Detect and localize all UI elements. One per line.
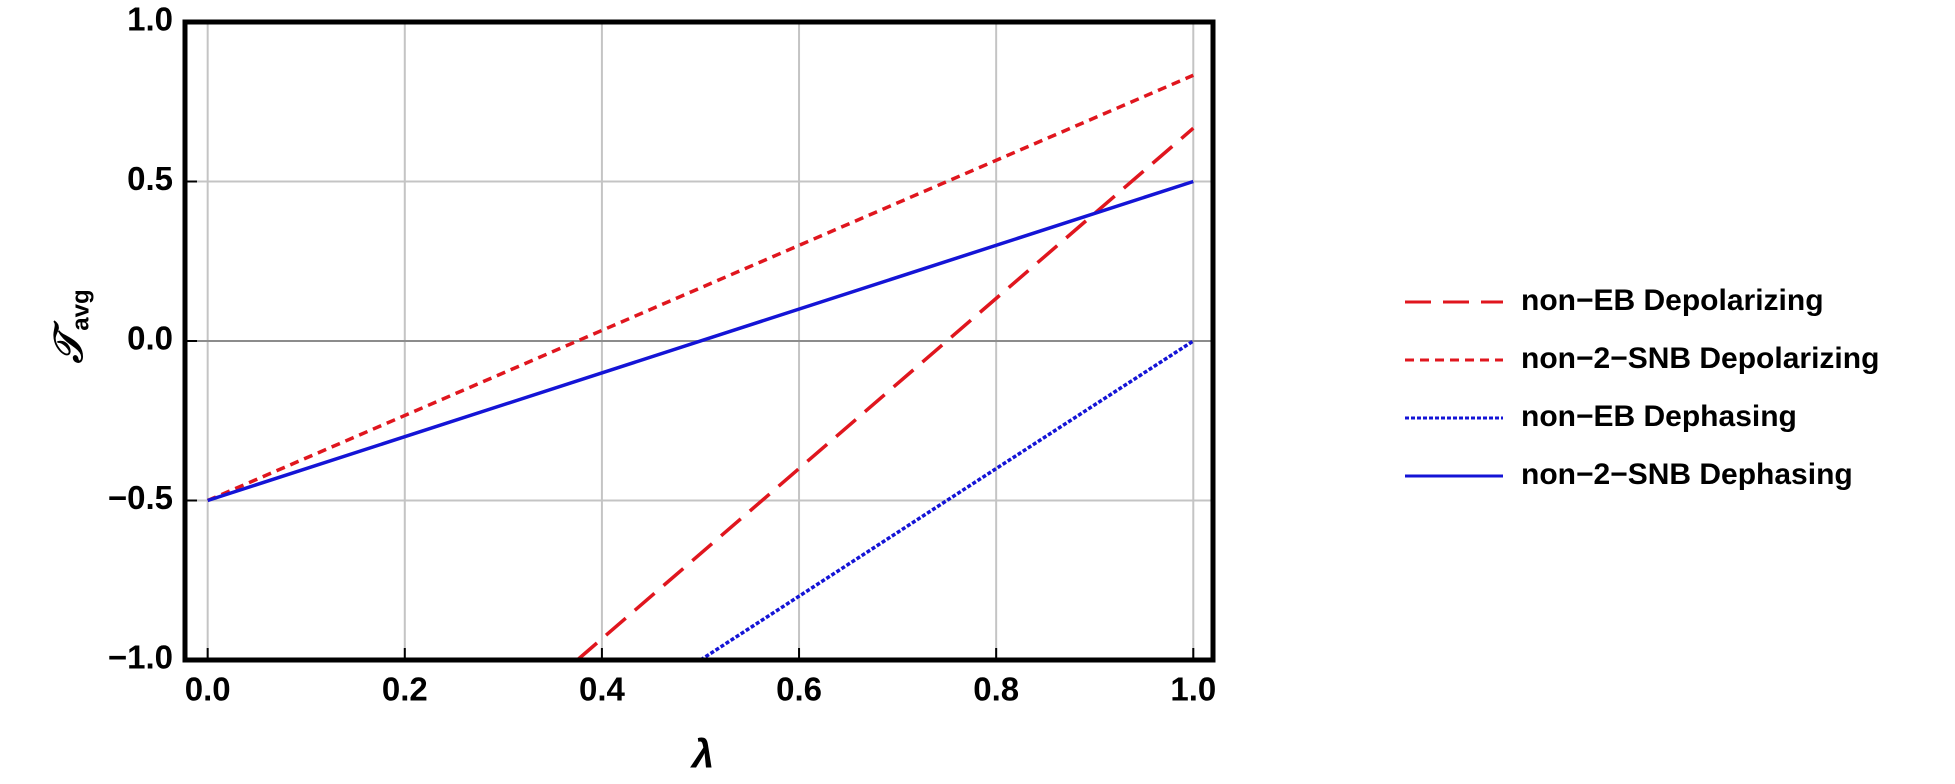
x-tick-label: 0.8 — [973, 671, 1019, 708]
y-tick-label: −1.0 — [108, 639, 173, 676]
legend-label: non−2−SNB Depolarizing — [1521, 342, 1879, 375]
y-axis-label-sub: avg — [67, 289, 94, 330]
legend-label: non−2−SNB Dephasing — [1521, 458, 1853, 491]
series-line — [207, 179, 1194, 503]
series-line — [699, 339, 1195, 662]
plot-frame — [182, 19, 1216, 663]
y-tick-label: −0.5 — [108, 479, 173, 516]
legend-label: non−EB Depolarizing — [1521, 284, 1824, 317]
x-tick-label: 0.6 — [776, 671, 822, 708]
series-line — [576, 126, 1195, 662]
y-tick-label: 0.0 — [127, 320, 173, 357]
x-tick-label: 0.4 — [579, 671, 626, 708]
x-tick-label: 1.0 — [1170, 671, 1216, 708]
y-tick-label: 0.5 — [127, 160, 173, 197]
x-tick-label: 0.0 — [185, 671, 231, 708]
legend-label: non−EB Dephasing — [1521, 400, 1797, 433]
x-axis-label: λ — [690, 733, 714, 777]
y-axis-label-group: 𝒯 avg — [45, 289, 94, 364]
y-tick-label: 1.0 — [127, 1, 173, 38]
x-tick-label: 0.2 — [382, 671, 428, 708]
